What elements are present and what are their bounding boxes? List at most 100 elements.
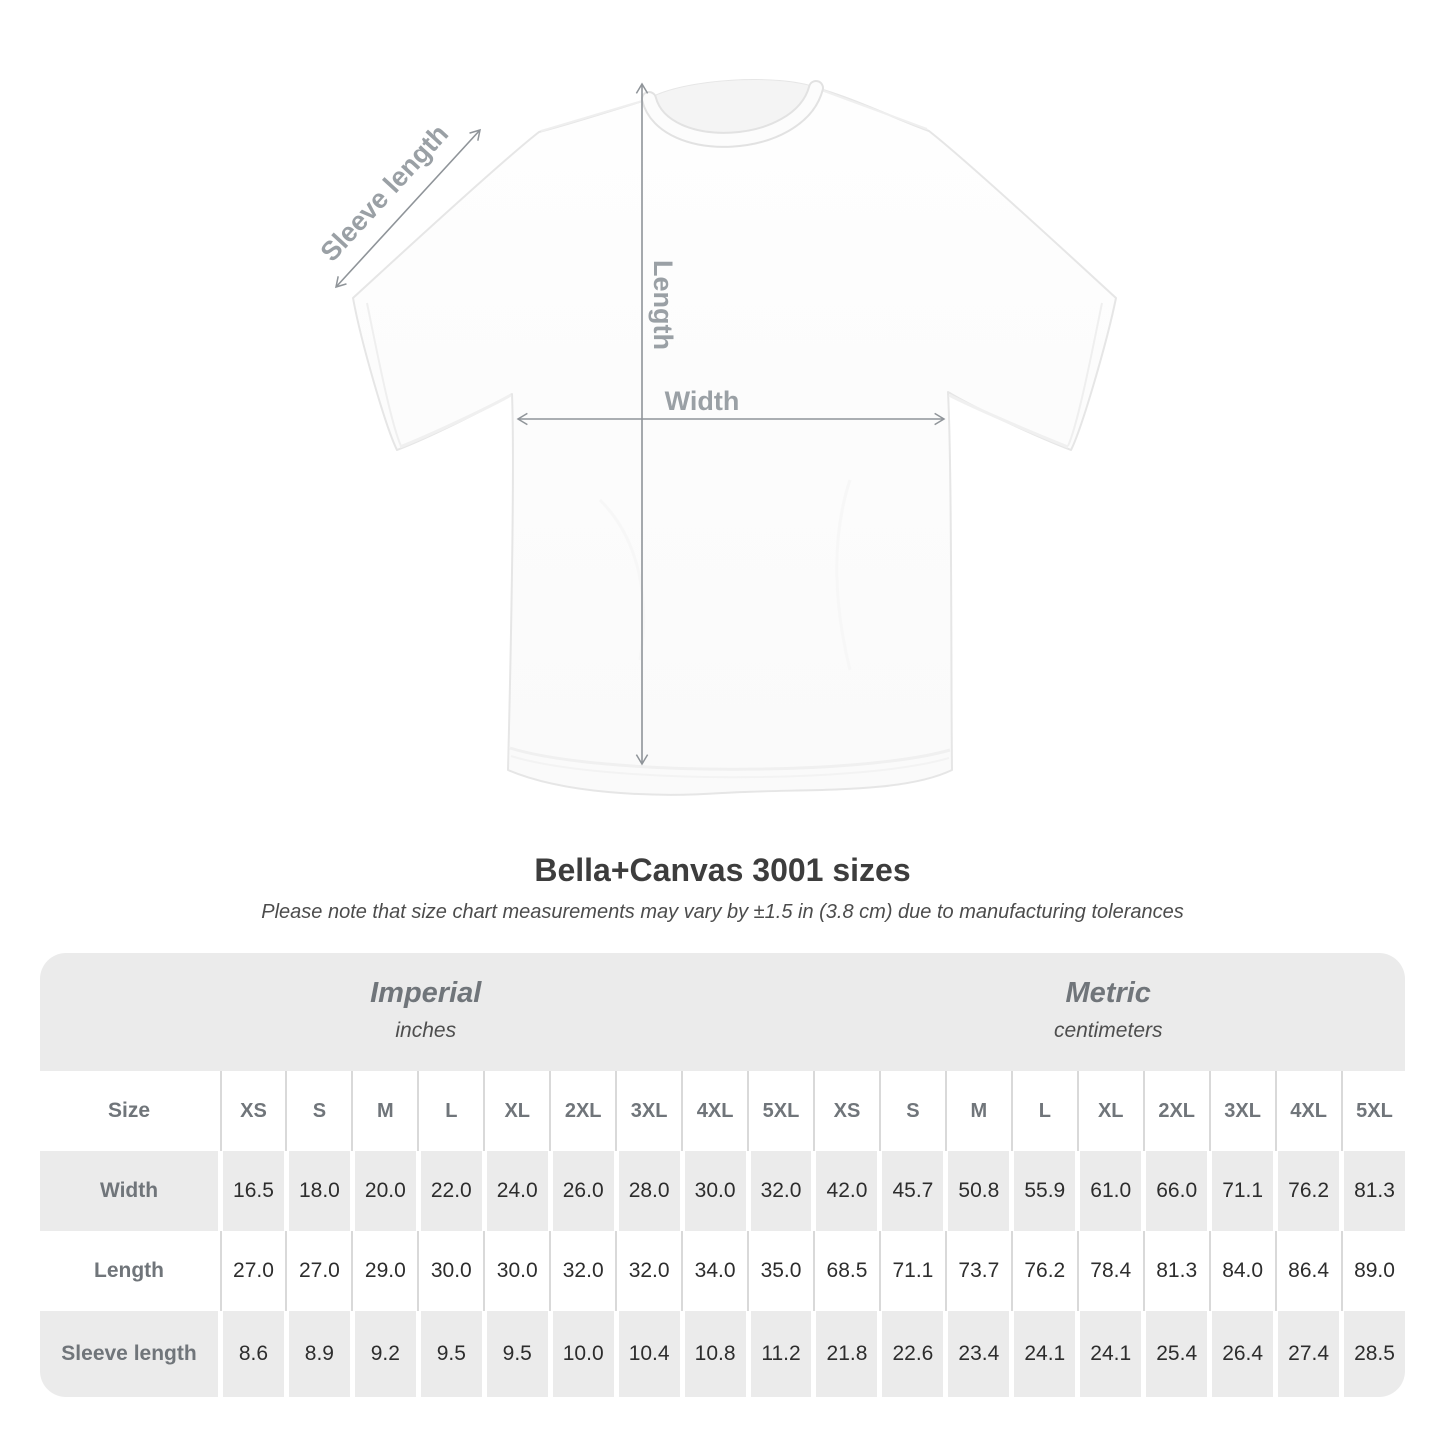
value-cell: 29.0 <box>354 1231 416 1311</box>
value-cell: 24.0 <box>486 1151 548 1231</box>
column-separator <box>1075 1231 1081 1311</box>
value-cell: 68.5 <box>816 1231 878 1311</box>
left-shoulder-seam <box>540 98 650 132</box>
column-separator <box>811 1071 817 1151</box>
value-cell: 24.1 <box>1080 1311 1142 1397</box>
value-cell: 71.1 <box>1212 1151 1274 1231</box>
unit-header-imperial: Imperial inches <box>40 953 812 1071</box>
value-cell: 81.3 <box>1146 1231 1208 1311</box>
right-cuff-seam <box>1067 302 1103 447</box>
column-separator <box>547 1071 553 1151</box>
value-cell: 26.4 <box>1212 1311 1274 1397</box>
value-cell: 71.1 <box>882 1231 944 1311</box>
column-separator <box>349 1071 355 1151</box>
column-separator <box>745 1231 751 1311</box>
hem-seam <box>509 746 951 771</box>
row-label: Sleeve length <box>40 1311 218 1397</box>
column-separator <box>283 1071 289 1151</box>
value-cell: 10.0 <box>552 1311 614 1397</box>
size-column-header: 5XL <box>750 1071 812 1151</box>
column-separator <box>1273 1071 1279 1151</box>
value-cell: 61.0 <box>1080 1151 1142 1231</box>
value-cell: 89.0 <box>1344 1231 1405 1311</box>
value-cell: 76.2 <box>1278 1151 1340 1231</box>
column-separator <box>1273 1231 1279 1311</box>
value-cell: 45.7 <box>882 1151 944 1231</box>
size-column-header: L <box>1014 1071 1076 1151</box>
column-separator <box>547 1231 553 1311</box>
value-cell: 9.2 <box>354 1311 416 1397</box>
column-separator <box>1141 1231 1147 1311</box>
size-tolerance-note: Please note that size chart measurements… <box>261 901 1184 923</box>
value-cell: 66.0 <box>1146 1151 1208 1231</box>
tshirt-collar-band <box>643 82 822 146</box>
value-cell: 18.0 <box>288 1151 350 1231</box>
column-separator <box>1207 1071 1213 1151</box>
column-separator <box>1141 1071 1147 1151</box>
column-separator <box>349 1231 355 1311</box>
column-separator <box>745 1071 751 1151</box>
unit-name-imperial: Imperial <box>370 977 482 1009</box>
size-column-header: 3XL <box>1212 1071 1274 1151</box>
column-separator <box>1009 1231 1015 1311</box>
right-underarm-shadow <box>948 393 1069 449</box>
value-cell: 20.0 <box>354 1151 416 1231</box>
size-column-header: 2XL <box>1146 1071 1208 1151</box>
size-row-label: Size <box>40 1071 218 1151</box>
body-wrinkle-2 <box>835 479 852 671</box>
value-cell: 27.0 <box>223 1231 284 1311</box>
column-separator <box>613 1231 619 1311</box>
column-separator <box>613 1071 619 1151</box>
column-separator <box>679 1071 685 1151</box>
value-cell: 78.4 <box>1080 1231 1142 1311</box>
column-separator <box>1339 1231 1345 1311</box>
page-title: Bella+Canvas 3001 sizes <box>534 852 911 888</box>
hem-seam-2 <box>510 755 950 779</box>
size-column-header: XS <box>223 1071 284 1151</box>
size-column-header: XL <box>486 1071 548 1151</box>
value-cell: 32.0 <box>552 1231 614 1311</box>
value-cell: 22.6 <box>882 1311 944 1397</box>
tshirt-diagram-svg: Width Length Sleeve length <box>315 79 1117 796</box>
size-column-header: 3XL <box>618 1071 680 1151</box>
value-cell: 8.9 <box>288 1311 350 1397</box>
column-separator <box>1075 1071 1081 1151</box>
value-cell: 11.2 <box>750 1311 812 1397</box>
size-column-header: 4XL <box>1278 1071 1340 1151</box>
value-cell: 73.7 <box>948 1231 1010 1311</box>
value-cell: 27.0 <box>288 1231 350 1311</box>
column-separator <box>481 1071 487 1151</box>
column-separator <box>1009 1071 1015 1151</box>
value-cell: 9.5 <box>486 1311 548 1397</box>
column-separator <box>415 1071 421 1151</box>
column-separator <box>877 1071 883 1151</box>
value-cell: 55.9 <box>1014 1151 1076 1231</box>
size-column-header: XL <box>1080 1071 1142 1151</box>
size-column-header: S <box>882 1071 944 1151</box>
value-cell: 27.4 <box>1278 1311 1340 1397</box>
value-cell: 10.8 <box>684 1311 746 1397</box>
value-cell: 28.0 <box>618 1151 680 1231</box>
unit-sub-imperial: inches <box>395 1019 457 1042</box>
unit-sub-metric: centimeters <box>1053 1019 1163 1042</box>
size-column-header: M <box>948 1071 1010 1151</box>
column-separator <box>218 1231 223 1311</box>
unit-header-metric: Metric centimeters <box>811 953 1405 1071</box>
value-cell: 9.5 <box>420 1311 482 1397</box>
value-cell: 30.0 <box>420 1231 482 1311</box>
column-separator <box>1339 1071 1345 1151</box>
left-underarm-shadow <box>399 393 512 449</box>
size-column-header: L <box>420 1071 482 1151</box>
value-cell: 23.4 <box>948 1311 1010 1397</box>
size-column-header: M <box>354 1071 416 1151</box>
value-cell: 81.3 <box>1344 1151 1405 1231</box>
column-separator <box>283 1231 289 1311</box>
tshirt-outline <box>352 79 1117 796</box>
column-separator <box>679 1231 685 1311</box>
length-label: Length <box>648 260 678 350</box>
column-separator <box>481 1231 487 1311</box>
value-cell: 84.0 <box>1212 1231 1274 1311</box>
value-cell: 35.0 <box>750 1231 812 1311</box>
width-label: Width <box>665 386 740 416</box>
left-cuff-seam <box>366 302 402 447</box>
